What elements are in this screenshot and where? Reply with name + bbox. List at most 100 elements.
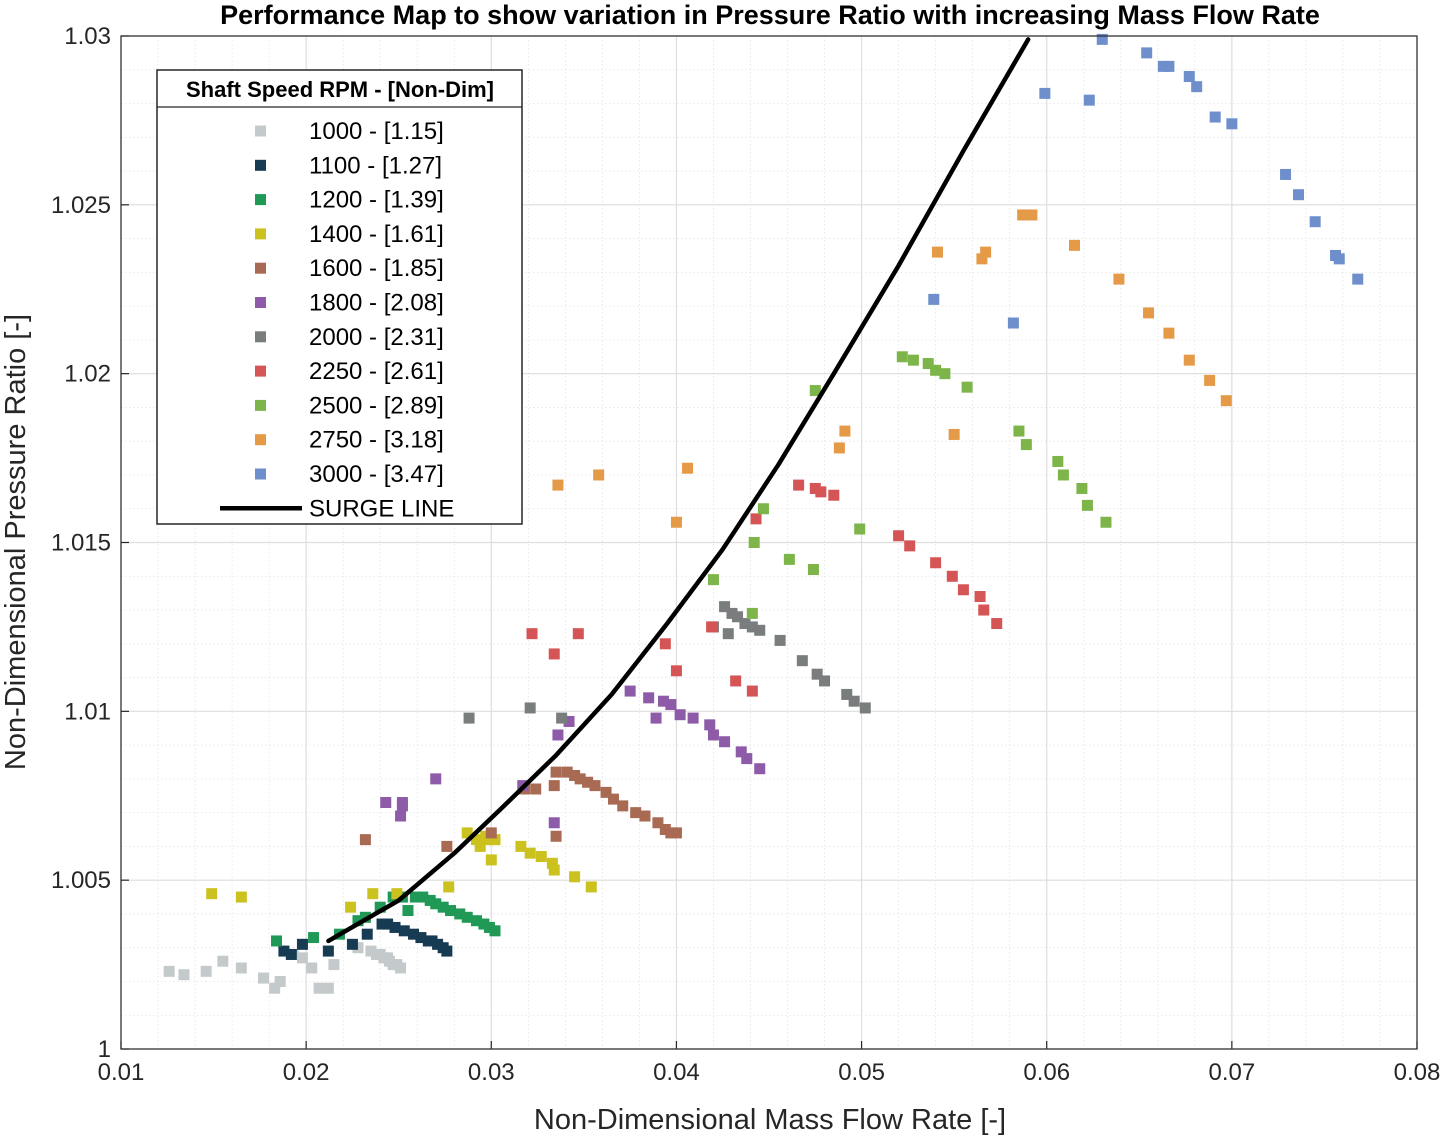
- data-point: [206, 888, 218, 900]
- legend: Shaft Speed RPM - [Non-Dim] 1000 - [1.15…: [156, 69, 523, 525]
- data-point: [365, 945, 377, 957]
- data-point: [389, 921, 401, 933]
- data-point: [548, 648, 560, 660]
- y-tick-labels: 1 1.005 1.01 1.015 1.02 1.025 1.03: [51, 23, 111, 1063]
- data-point: [278, 945, 290, 957]
- data-point: [489, 834, 501, 846]
- data-point: [367, 888, 379, 900]
- data-point: [1026, 209, 1038, 221]
- data-point: [659, 824, 671, 836]
- legend-title: Shaft Speed RPM - [Non-Dim]: [186, 77, 494, 102]
- legend-label: SURGE LINE: [309, 495, 454, 522]
- data-point: [939, 368, 951, 380]
- data-point: [546, 857, 558, 869]
- x-tick-label: 0.08: [1394, 1059, 1441, 1086]
- data-point: [308, 932, 320, 944]
- data-point: [1039, 87, 1051, 99]
- data-point: [415, 932, 427, 944]
- data-point: [930, 557, 942, 569]
- data-point: [285, 948, 297, 960]
- data-point: [741, 753, 753, 765]
- legend-label: 1800 - [2.08]: [309, 290, 444, 317]
- data-point: [980, 246, 992, 258]
- x-tick-label: 0.02: [283, 1059, 330, 1086]
- data-point: [732, 611, 744, 623]
- x-tick-label: 0.06: [1023, 1059, 1070, 1086]
- x-tick-labels: 0.01 0.02 0.03 0.04 0.05 0.06 0.07 0.08: [98, 1059, 1441, 1086]
- data-point: [1113, 273, 1125, 285]
- data-point: [707, 729, 719, 741]
- surge-line: [326, 37, 1031, 944]
- legend-swatch: [255, 297, 266, 308]
- axes-box: [120, 35, 1418, 1050]
- data-point: [441, 840, 453, 852]
- legend-swatch: [255, 194, 266, 206]
- data-point: [461, 911, 473, 923]
- data-point: [322, 982, 334, 994]
- data-point: [828, 489, 840, 501]
- data-point: [607, 793, 619, 805]
- data-point: [630, 807, 642, 819]
- legend-label: 2000 - [2.31]: [309, 324, 444, 351]
- data-point: [796, 655, 808, 667]
- data-point: [730, 675, 742, 687]
- data-point: [719, 736, 731, 748]
- data-point: [922, 358, 934, 370]
- data-point: [670, 665, 682, 677]
- data-point: [563, 715, 575, 727]
- x-tick-label: 0.04: [653, 1059, 700, 1086]
- data-point: [722, 628, 734, 640]
- data-point: [859, 702, 871, 714]
- data-point: [454, 908, 466, 920]
- data-point: [1068, 239, 1080, 251]
- legend-label: 1000 - [1.15]: [309, 118, 444, 145]
- data-point: [1100, 516, 1112, 528]
- data-point: [593, 469, 605, 481]
- data-point: [461, 827, 473, 839]
- data-point: [359, 834, 371, 846]
- data-point: [1293, 189, 1305, 201]
- data-point: [746, 621, 758, 633]
- data-point: [665, 827, 677, 839]
- data-point: [754, 763, 766, 775]
- data-point: [707, 574, 719, 586]
- data-point: [313, 982, 325, 994]
- data-point: [783, 553, 795, 565]
- data-point: [1220, 395, 1232, 407]
- data-point: [735, 746, 747, 758]
- data-point: [665, 699, 677, 711]
- data-point: [809, 385, 821, 397]
- data-point: [569, 871, 581, 883]
- legend-label: 2500 - [2.89]: [309, 392, 444, 419]
- data-point: [1013, 425, 1025, 437]
- y-tick-label: 1.02: [64, 361, 111, 388]
- x-tick-label: 0.05: [838, 1059, 885, 1086]
- data-point: [739, 618, 751, 630]
- chart-title: Performance Map to show variation in Pre…: [220, 0, 1320, 30]
- data-point: [1141, 47, 1153, 59]
- legend-swatch: [255, 365, 266, 377]
- series-2500: [707, 351, 1112, 619]
- data-point: [1280, 168, 1292, 180]
- data-point: [552, 729, 564, 741]
- data-point: [719, 601, 731, 613]
- data-point: [409, 891, 421, 903]
- data-point: [235, 962, 247, 974]
- legend-swatch: [255, 434, 266, 446]
- data-point: [561, 766, 573, 778]
- data-point: [346, 938, 358, 950]
- data-point: [163, 965, 175, 977]
- data-point: [854, 523, 866, 535]
- data-point: [574, 773, 586, 785]
- data-point: [402, 905, 414, 917]
- data-point: [552, 479, 564, 491]
- legend-label: 2250 - [2.61]: [309, 358, 444, 385]
- x-tick-label: 0.07: [1208, 1059, 1255, 1086]
- data-point: [682, 462, 694, 474]
- data-point: [1204, 374, 1216, 386]
- data-point: [757, 503, 769, 515]
- data-point: [793, 479, 805, 491]
- data-point: [589, 780, 601, 792]
- data-point: [398, 925, 410, 937]
